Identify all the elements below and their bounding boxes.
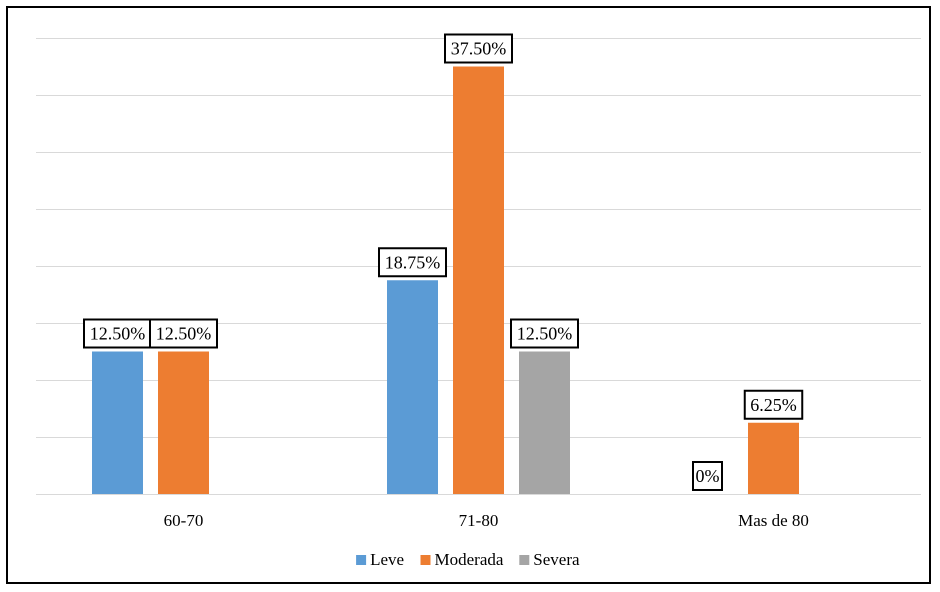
legend-swatch-severa — [519, 555, 530, 565]
data-label-box — [743, 389, 804, 420]
data-label: 12.50% — [156, 324, 212, 344]
data-label: 18.75% — [385, 252, 441, 272]
data-label: 12.50% — [90, 324, 146, 344]
data-label: 37.50% — [451, 39, 507, 59]
chart-frame: 60-70 12.50% 12.50% 71-80 18.75% 37.50% 12.50%… — [6, 6, 931, 584]
data-label-box — [510, 318, 579, 349]
legend-label-moderada: Moderada — [435, 550, 504, 569]
bar-moderada — [748, 422, 799, 494]
data-label-box — [378, 247, 447, 278]
data-label-box — [149, 318, 218, 349]
data-label: 12.50% — [517, 324, 573, 344]
bar-severa — [519, 351, 570, 494]
bar-leve — [92, 351, 143, 494]
legend-label-leve: Leve — [370, 550, 404, 569]
data-label: 0% — [696, 466, 720, 486]
x-tick-label: 60-70 — [164, 511, 204, 530]
bar-leve — [387, 280, 438, 494]
legend-swatch-leve — [356, 555, 367, 565]
x-tick-label: Mas de 80 — [738, 511, 809, 530]
bar-chart: 60-70 12.50% 12.50% 71-80 18.75% 37.50% 12.50%… — [36, 33, 921, 569]
legend-swatch-moderada — [420, 555, 431, 565]
data-label: 6.25% — [750, 395, 797, 415]
bar-moderada — [158, 351, 209, 494]
x-tick-label: 71-80 — [459, 511, 499, 530]
legend-label-severa: Severa — [533, 550, 580, 569]
data-label-box — [444, 33, 513, 64]
data-label-box — [692, 461, 723, 491]
bar-moderada — [453, 66, 504, 494]
